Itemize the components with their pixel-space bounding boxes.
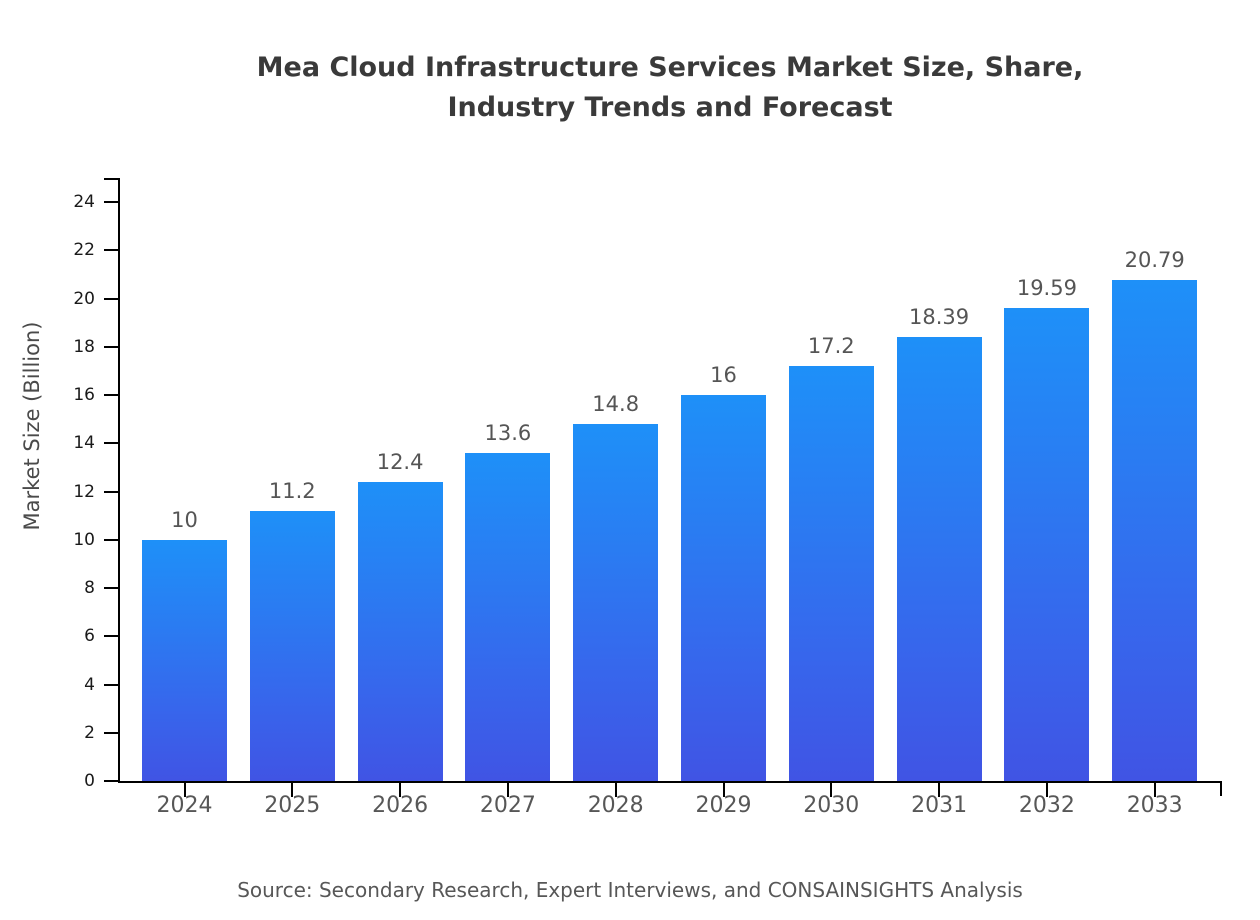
y-tick-label: 4 xyxy=(84,674,95,695)
y-tick-label: 18 xyxy=(73,336,95,357)
x-tick-label: 2030 xyxy=(803,793,860,818)
bar-2033[interactable] xyxy=(1112,279,1198,781)
x-tick xyxy=(183,783,186,797)
y-tick-label: 16 xyxy=(73,385,95,406)
bar-value-label: 10 xyxy=(171,507,198,532)
y-tick-label: 2 xyxy=(84,722,95,743)
y-tick xyxy=(104,683,118,686)
y-tick xyxy=(104,394,118,397)
y-tick xyxy=(104,538,118,541)
bar-2025[interactable] xyxy=(249,510,335,781)
y-tick-label: 12 xyxy=(73,481,95,502)
x-axis-spine xyxy=(118,781,1222,783)
y-axis-top-cap xyxy=(104,178,120,180)
bar-2028[interactable] xyxy=(573,424,659,781)
y-tick-label: 8 xyxy=(84,578,95,599)
bar-value-label: 14.8 xyxy=(592,392,640,417)
x-tick-label: 2028 xyxy=(587,793,644,818)
bar-value-label: 16 xyxy=(710,363,737,388)
y-axis-spine xyxy=(118,178,120,783)
x-tick xyxy=(614,783,617,797)
bar-value-label: 18.39 xyxy=(909,305,970,330)
y-tick-label: 24 xyxy=(73,192,95,213)
x-tick-label: 2032 xyxy=(1018,793,1075,818)
y-tick-label: 14 xyxy=(73,433,95,454)
bar-2024[interactable] xyxy=(142,539,227,781)
bar-value-label: 17.2 xyxy=(807,334,855,359)
x-tick xyxy=(1153,783,1156,797)
y-tick xyxy=(104,635,118,638)
y-tick-label: 20 xyxy=(73,288,95,309)
bar-2032[interactable] xyxy=(1004,308,1090,781)
y-tick xyxy=(104,297,118,300)
y-tick xyxy=(104,780,118,782)
y-tick-label: 0 xyxy=(84,771,95,791)
y-tick xyxy=(104,249,118,252)
x-tick xyxy=(938,783,941,797)
bar-2031[interactable] xyxy=(896,337,982,781)
x-tick xyxy=(830,783,833,797)
y-tick-label: 10 xyxy=(73,529,95,550)
bar-value-label: 11.2 xyxy=(268,478,316,503)
x-tick xyxy=(291,783,294,797)
chart-title: Mea Cloud Infrastructure Services Market… xyxy=(130,48,1210,128)
bar-2027[interactable] xyxy=(465,452,551,781)
x-tick xyxy=(722,783,725,797)
bar-2026[interactable] xyxy=(357,481,443,781)
bar-value-label: 12.4 xyxy=(376,449,424,474)
y-tick xyxy=(104,442,118,445)
y-tick-label: 22 xyxy=(73,240,95,261)
y-tick xyxy=(104,201,118,204)
bar-value-label: 19.59 xyxy=(1016,276,1077,301)
chart-title-line-2: Industry Trends and Forecast xyxy=(447,92,893,123)
bar-value-label: 20.79 xyxy=(1124,247,1185,272)
y-tick-label: 6 xyxy=(84,626,95,647)
bar-value-label: 13.6 xyxy=(484,420,532,445)
x-tick-label: 2026 xyxy=(372,793,429,818)
y-tick xyxy=(104,345,118,348)
x-tick-label: 2027 xyxy=(479,793,536,818)
bar-2029[interactable] xyxy=(681,395,766,781)
source-note: Source: Secondary Research, Expert Inter… xyxy=(237,878,1023,902)
x-tick-label: 2025 xyxy=(264,793,321,818)
chart-title-line-1: Mea Cloud Infrastructure Services Market… xyxy=(256,52,1084,83)
x-axis-right-cap xyxy=(1220,781,1222,796)
x-tick-label: 2024 xyxy=(156,793,213,818)
y-tick xyxy=(104,731,118,734)
x-tick-label: 2029 xyxy=(695,793,752,818)
bar-2030[interactable] xyxy=(788,366,874,781)
y-tick xyxy=(104,490,118,493)
x-tick xyxy=(506,783,509,797)
x-tick xyxy=(399,783,402,797)
x-tick-label: 2031 xyxy=(911,793,968,818)
x-tick xyxy=(1045,783,1048,797)
y-tick xyxy=(104,587,118,590)
x-tick-label: 2033 xyxy=(1126,793,1183,818)
